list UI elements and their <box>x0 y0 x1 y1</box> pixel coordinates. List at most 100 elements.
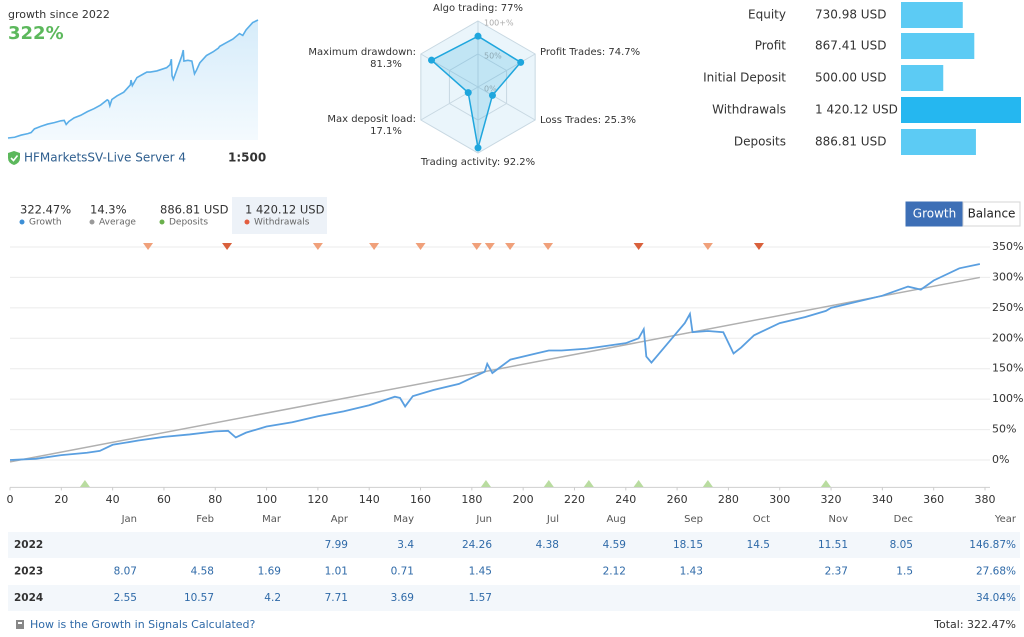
bar-label: Profit <box>755 39 787 53</box>
bar-value: 1 420.12 USD <box>815 103 898 117</box>
table-cell: 18.15 <box>673 539 703 551</box>
column-header: Feb <box>196 514 214 525</box>
radar-point <box>428 56 436 64</box>
stat-highlight <box>232 197 327 234</box>
toggle-button[interactable] <box>905 201 964 227</box>
x-tick-label: 300 <box>769 493 790 506</box>
sparkline-area <box>8 20 258 140</box>
x-tick-label: 140 <box>359 493 380 506</box>
stat-dot <box>244 219 250 225</box>
stat-label: Withdrawals <box>254 218 310 228</box>
table-cell: 1.5 <box>896 566 913 578</box>
table-cell: 1.69 <box>258 566 281 578</box>
y-tick-label: 50% <box>992 423 1016 436</box>
toggle-label[interactable]: Balance <box>968 207 1016 221</box>
table-cell: 14.5 <box>747 539 770 551</box>
total: Total: 322.47% <box>933 618 1016 631</box>
deposit-marker <box>702 480 713 487</box>
withdrawal-marker <box>753 243 764 250</box>
column-header: Sep <box>684 514 703 525</box>
x-tick-label: 360 <box>923 493 944 506</box>
table-cell: 2.55 <box>114 592 137 604</box>
x-tick-label: 280 <box>718 493 739 506</box>
x-tick-label: 60 <box>157 493 171 506</box>
withdrawal-marker <box>415 243 426 250</box>
column-header: Jan <box>121 514 137 525</box>
deposit-marker <box>79 480 90 487</box>
table-cell: 0.71 <box>391 566 414 578</box>
stat-dot <box>159 219 165 225</box>
table-cell: 2.37 <box>825 566 848 578</box>
x-tick-label: 200 <box>513 493 534 506</box>
help-link[interactable]: How is the Growth in Signals Calculated? <box>30 618 256 631</box>
bar <box>901 129 976 155</box>
sparkline <box>7 19 259 139</box>
table-cell: 4.2 <box>264 592 281 604</box>
bar-value: 886.81 USD <box>815 135 886 149</box>
growth-caption: growth since 2022 <box>8 8 110 21</box>
radar-point <box>474 32 482 40</box>
table-cell: 34.04% <box>976 592 1016 604</box>
leverage: 1:500 <box>228 151 266 165</box>
x-tick-label: 320 <box>821 493 842 506</box>
table-cell: 1.43 <box>680 566 703 578</box>
column-header: Year <box>994 514 1017 525</box>
withdrawal-marker <box>484 243 495 250</box>
radar-spoke <box>477 53 536 88</box>
deposit-marker <box>633 480 644 487</box>
x-tick-label: 380 <box>975 493 996 506</box>
table-cell: 4.38 <box>536 539 559 551</box>
bar <box>901 97 1021 123</box>
y-tick-label: 350% <box>992 240 1023 253</box>
x-tick-label: 100 <box>256 493 277 506</box>
row-label: 2022 <box>14 539 43 551</box>
stat-value: 886.81 USD <box>160 203 229 217</box>
deposit-marker <box>543 480 554 487</box>
stat-value: 1 420.12 USD <box>245 203 325 217</box>
table-cell: 10.57 <box>184 592 214 604</box>
column-header: Nov <box>828 514 848 525</box>
y-tick-label: 150% <box>992 362 1023 375</box>
x-tick-label: 240 <box>615 493 636 506</box>
deposit-marker <box>820 480 831 487</box>
radar-point <box>464 89 472 97</box>
withdrawal-marker <box>633 243 644 250</box>
y-tick-label: 250% <box>992 301 1023 314</box>
radar-label: Maximum drawdown: <box>308 47 416 58</box>
row-label: 2023 <box>14 566 43 578</box>
server-name[interactable]: HFMarketsSV-Live Server 4 <box>24 151 186 165</box>
radar-tick-label: 0% <box>484 85 497 94</box>
bar-label: Initial Deposit <box>703 71 786 85</box>
bar-value: 867.41 USD <box>815 39 886 53</box>
table-cell: 4.58 <box>191 566 214 578</box>
table-cell: 27.68% <box>976 566 1016 578</box>
row-band <box>8 532 1020 558</box>
growth-line <box>9 263 981 461</box>
bar <box>901 2 963 28</box>
column-header: Jun <box>475 514 492 525</box>
column-header: Oct <box>753 514 770 525</box>
withdrawal-marker <box>222 243 233 250</box>
toggle-label[interactable]: Growth <box>913 207 956 221</box>
table-cell: 1.45 <box>469 566 492 578</box>
radar-spoke <box>477 86 536 121</box>
x-tick-label: 180 <box>461 493 482 506</box>
x-tick-label: 20 <box>54 493 68 506</box>
withdrawal-marker <box>312 243 323 250</box>
toggle-button[interactable] <box>962 201 1021 227</box>
table-cell: 1.01 <box>325 566 348 578</box>
x-tick-label: 260 <box>667 493 688 506</box>
withdrawal-marker <box>505 243 516 250</box>
table-cell: 7.99 <box>325 539 348 551</box>
column-header: Jul <box>546 514 559 525</box>
table-cell: 7.71 <box>325 592 348 604</box>
column-header: Dec <box>894 514 913 525</box>
x-tick-label: 80 <box>208 493 222 506</box>
deposit-marker <box>480 480 491 487</box>
radar-point <box>488 91 496 99</box>
bar-label: Equity <box>748 8 786 22</box>
radar-point <box>474 144 482 152</box>
y-tick-label: 200% <box>992 331 1023 344</box>
trend-line <box>9 276 981 463</box>
